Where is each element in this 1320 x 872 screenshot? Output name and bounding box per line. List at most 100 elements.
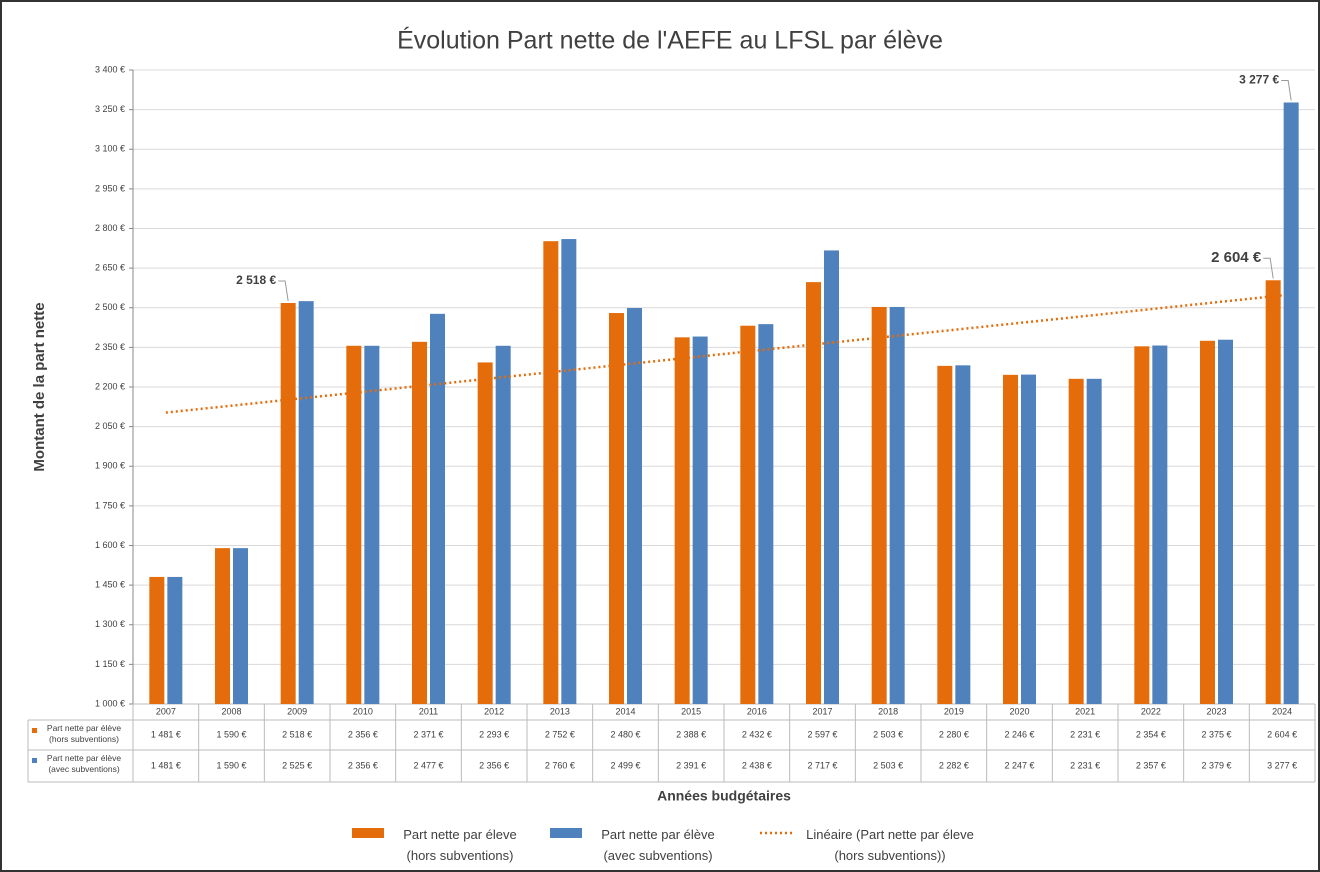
bar (1152, 345, 1168, 704)
table-swatch (32, 758, 37, 763)
x-tick-label: 2020 (1009, 706, 1029, 716)
table-value: 2 357 € (1136, 760, 1166, 770)
table-value: 1 590 € (216, 729, 246, 739)
table-value: 2 438 € (742, 760, 772, 770)
legend-swatch (550, 828, 582, 838)
callout-line (278, 280, 289, 302)
table-value: 2 280 € (939, 729, 969, 739)
bar (477, 362, 493, 704)
bar (740, 325, 756, 704)
table-value: 2 503 € (873, 729, 903, 739)
legend-swatch (352, 828, 384, 838)
x-tick-label: 2019 (944, 706, 964, 716)
bar (609, 313, 624, 704)
x-tick-label: 2008 (221, 706, 241, 716)
bar (674, 337, 690, 704)
callout-label: 2 518 € (236, 273, 276, 287)
table-value: 2 246 € (1004, 729, 1034, 739)
table-value: 2 354 € (1136, 729, 1166, 739)
table-value: 2 760 € (545, 760, 575, 770)
table-row-header: Part nette par élève (hors subventions) (46, 723, 122, 744)
table-value: 2 432 € (742, 729, 772, 739)
callout-line (1263, 257, 1274, 279)
legend-label: Linéaire (Part nette par éleve (hors sub… (806, 827, 974, 863)
y-tick-label: 3 100 € (95, 144, 125, 154)
bar (412, 341, 427, 704)
table-value: 2 391 € (676, 760, 706, 770)
table-value: 2 231 € (1070, 760, 1100, 770)
bar (1265, 280, 1281, 704)
bar (824, 250, 839, 704)
table-value: 1 590 € (216, 760, 246, 770)
callout-line (1281, 79, 1292, 101)
bar (1003, 374, 1018, 704)
table-value: 2 388 € (676, 729, 706, 739)
x-tick-label: 2018 (878, 706, 898, 716)
bar (1134, 346, 1150, 704)
bar (280, 302, 296, 704)
bar (1200, 340, 1215, 704)
table-value: 2 247 € (1004, 760, 1034, 770)
table-value: 2 375 € (1201, 729, 1231, 739)
table-value: 2 293 € (479, 729, 509, 739)
x-axis-title: Années budgétaires (657, 788, 791, 804)
table-value: 2 371 € (413, 729, 443, 739)
bar (758, 324, 774, 704)
bar (495, 345, 511, 704)
table-value: 2 356 € (479, 760, 509, 770)
x-tick-label: 2013 (550, 706, 570, 716)
y-tick-label: 1 300 € (95, 619, 125, 629)
x-tick-label: 2010 (353, 706, 373, 716)
bar (955, 365, 971, 704)
x-tick-label: 2007 (156, 706, 176, 716)
callout-label: 2 604 € (1211, 249, 1262, 266)
table-value: 2 752 € (545, 729, 575, 739)
y-tick-label: 2 200 € (95, 381, 125, 391)
table-row-header: Part nette par élève (avec subventions) (46, 753, 122, 774)
table-value: 2 597 € (807, 729, 837, 739)
table-value: 1 481 € (151, 729, 181, 739)
x-tick-label: 2021 (1075, 706, 1095, 716)
bar (1283, 102, 1299, 705)
table-swatch (32, 728, 37, 733)
trend-line (165, 294, 1283, 414)
y-tick-label: 1 750 € (95, 500, 125, 510)
y-tick-label: 1 150 € (95, 659, 125, 669)
x-tick-label: 2011 (419, 706, 438, 716)
bar (543, 241, 559, 704)
y-tick-label: 1 600 € (95, 540, 125, 550)
y-tick-label: 2 950 € (95, 183, 125, 193)
table-value: 2 477 € (413, 760, 443, 770)
bar (561, 239, 577, 705)
x-tick-label: 2023 (1206, 706, 1226, 716)
x-tick-label: 2014 (615, 706, 635, 716)
y-tick-label: 3 400 € (95, 64, 125, 74)
y-axis-title: Montant de la part nette (31, 302, 48, 471)
table-value: 2 379 € (1201, 760, 1231, 770)
bar (1021, 374, 1036, 704)
bar (937, 365, 953, 704)
bar (215, 548, 230, 704)
x-tick-label: 2017 (812, 706, 832, 716)
y-tick-label: 1 450 € (95, 580, 125, 590)
y-tick-label: 1 900 € (95, 461, 125, 471)
bar (233, 548, 248, 704)
table-value: 2 717 € (807, 760, 837, 770)
x-tick-label: 2024 (1272, 706, 1292, 716)
table-value: 2 282 € (939, 760, 969, 770)
y-tick-label: 1 000 € (95, 698, 125, 708)
bar (1218, 339, 1233, 704)
table-value: 1 481 € (151, 760, 181, 770)
table-value: 2 525 € (282, 760, 312, 770)
bar (430, 313, 445, 704)
table-value: 2 231 € (1070, 729, 1100, 739)
table-value: 2 480 € (610, 729, 640, 739)
bar (1068, 378, 1084, 704)
legend-label: Part nette par éleve (hors subventions) (403, 827, 517, 863)
table-value: 2 356 € (348, 760, 378, 770)
y-tick-label: 2 350 € (95, 342, 125, 352)
x-tick-label: 2016 (747, 706, 767, 716)
table-value: 2 518 € (282, 729, 312, 739)
